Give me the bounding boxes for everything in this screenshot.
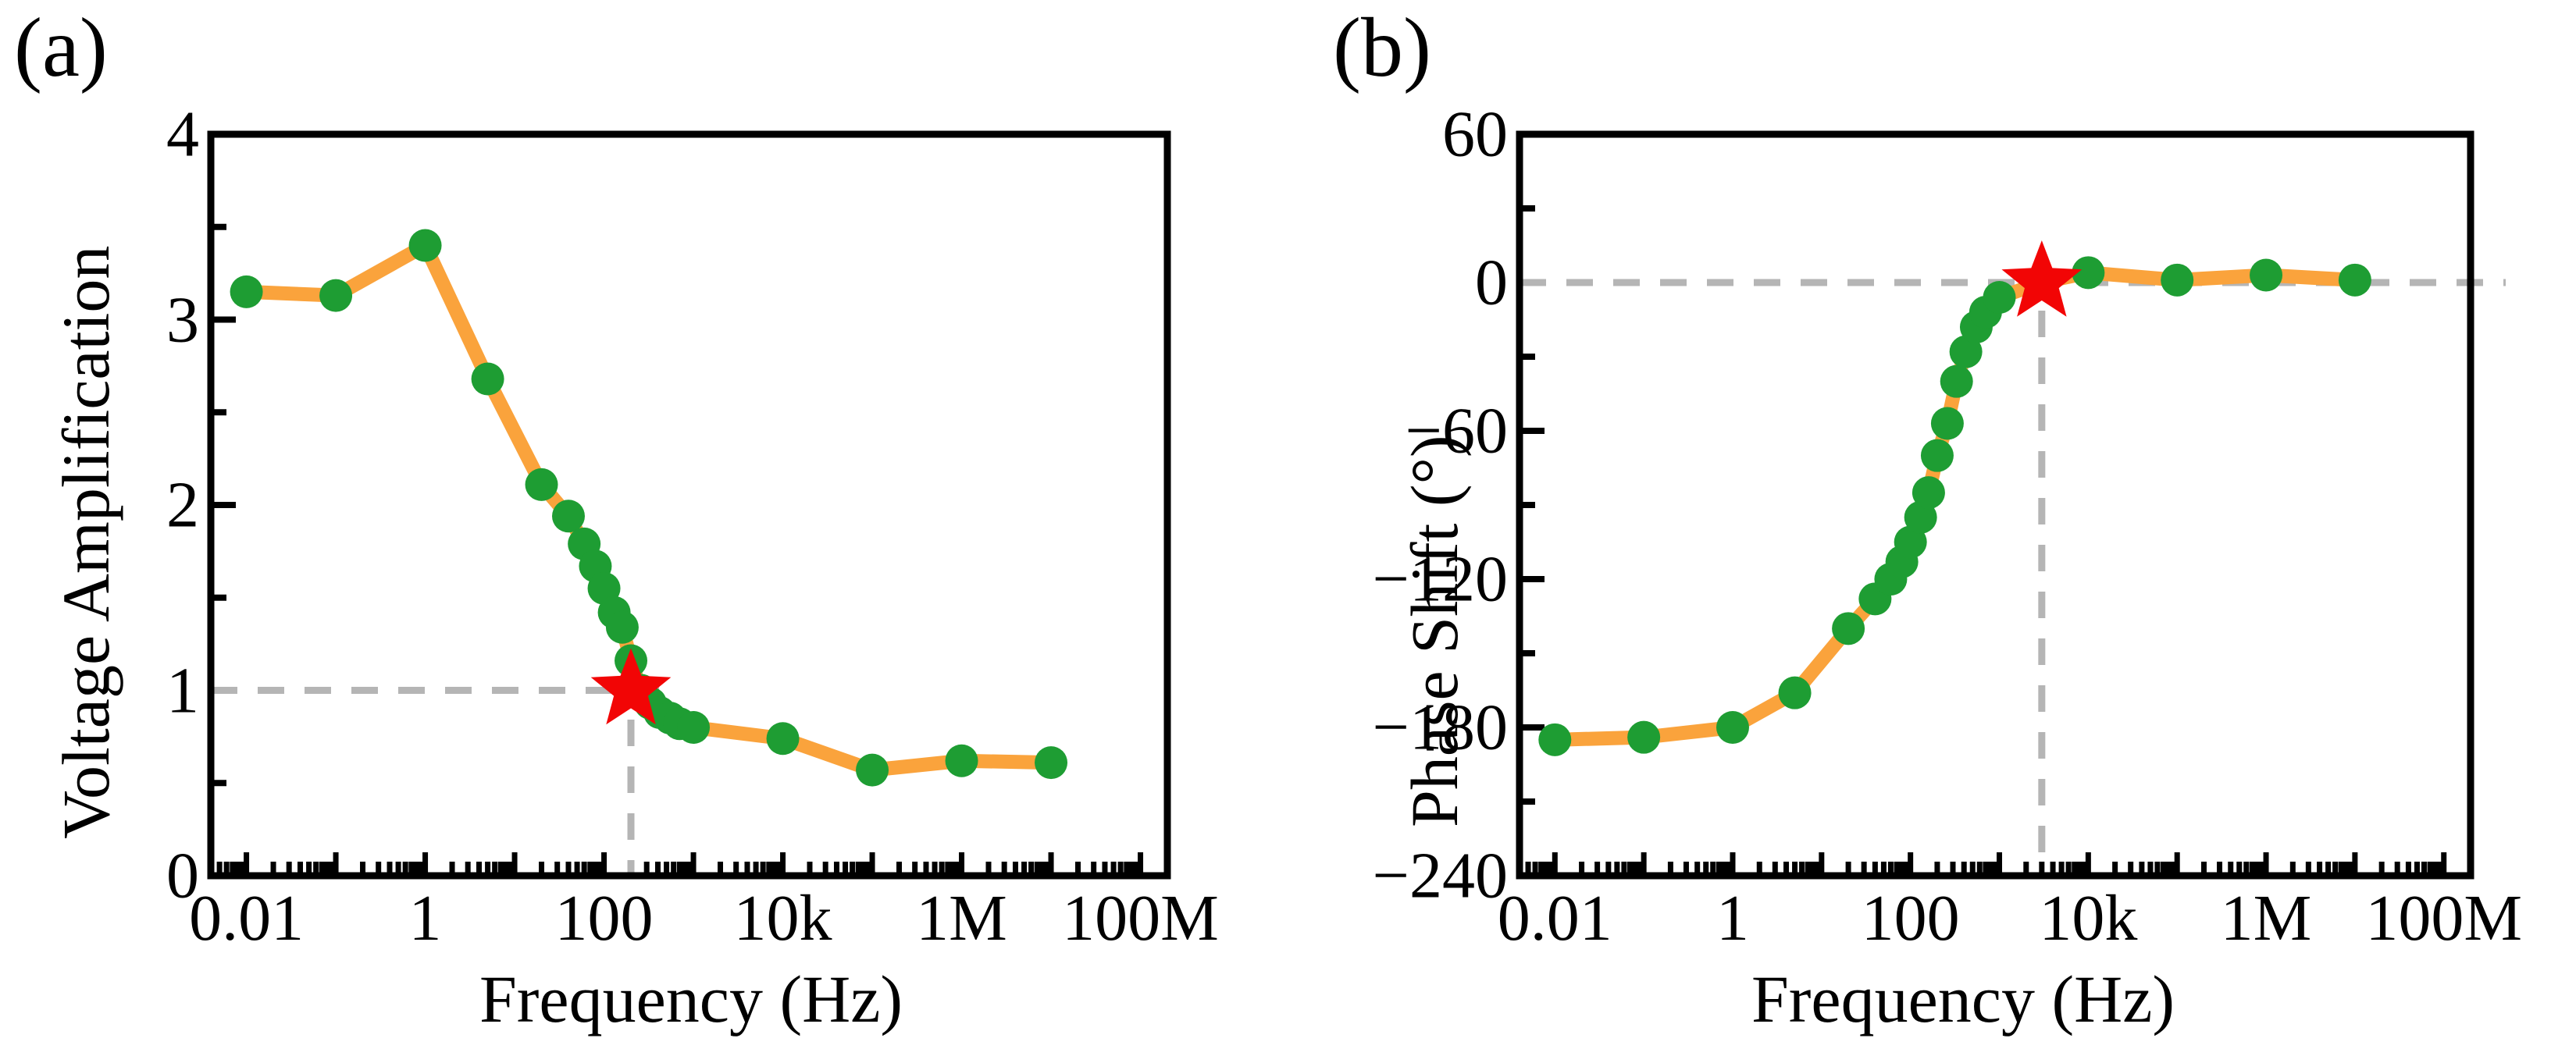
x-tick-label: 1M [2220,882,2312,955]
y-tick-label: 0 [166,839,199,912]
x-tick-label: 1 [408,882,442,955]
panel-b: (b) Phase Shift (°) Frequency (Hz) −240−… [1288,0,2576,1056]
data-point [2072,256,2105,290]
data-point [1627,720,1661,754]
data-point [1949,335,1983,368]
data-point [1983,281,2016,314]
series-line [239,238,1059,777]
plot-frame [1516,130,2474,880]
y-tick-label: 0 [1475,246,1508,319]
panel-a-label: (a) [14,2,108,94]
panel-a: (a) Voltage Amplification Frequency (Hz)… [14,2,1219,1037]
data-point [1832,612,1865,645]
data-point [1920,439,1954,472]
data-point [2250,258,2283,292]
y-axis-tickmarks [1520,131,1545,879]
highlight-star [590,648,672,725]
data-point [1035,746,1068,780]
series-markers [1538,256,2371,756]
data-point [1940,364,1973,398]
data-point [471,362,504,396]
data-point [2161,263,2194,297]
data-point [525,468,558,501]
x-tick-label: 10k [2039,882,2138,955]
x-tick-label: 0.01 [189,882,305,955]
x-tick-label: 0.01 [1497,882,1612,955]
panel-b-plot [1516,130,2506,880]
data-point [408,229,442,262]
data-point [1894,525,1927,559]
data-point [1930,407,1964,440]
y-tick-label: −240 [1372,839,1508,912]
y-tick-label: 1 [166,654,199,727]
y-tick-label: −120 [1372,542,1508,616]
x-tick-label: 100M [2365,882,2523,955]
data-point [856,753,889,787]
data-point [2338,263,2371,297]
x-tick-label: 1M [916,882,1007,955]
data-point [945,744,978,777]
y-tick-label: 60 [1442,98,1508,171]
y-tick-label: 4 [166,98,199,171]
data-point [1912,476,1945,510]
data-point [677,711,711,744]
data-point [1904,500,1937,534]
data-point [551,500,585,533]
y-tick-label: 2 [166,468,199,542]
data-point [766,722,800,756]
x-tick-label: 100 [1861,882,1960,955]
panel-a-plot [207,130,1171,880]
highlight-star [2001,240,2083,317]
data-point [1778,676,1812,709]
x-tick-label: 100M [1062,882,1219,955]
panel-a-x-axis-label: Frequency (Hz) [479,962,903,1036]
x-tick-label: 10k [733,882,832,955]
y-tick-label: −60 [1405,394,1508,468]
panel-b-label: (b) [1333,2,1431,94]
x-tick-label: 1 [1716,882,1749,955]
y-tick-label: 3 [166,283,199,356]
y-axis-tickmarks [211,131,236,879]
y-tick-label: −180 [1372,691,1508,764]
data-point [319,279,353,312]
data-point [1716,711,1749,744]
x-tick-label: 100 [554,882,654,955]
data-point [230,275,263,308]
data-point [605,610,639,644]
plot-frame [207,130,1171,880]
data-point [1538,723,1572,756]
panel-b-x-axis-label: Frequency (Hz) [1751,962,2175,1036]
